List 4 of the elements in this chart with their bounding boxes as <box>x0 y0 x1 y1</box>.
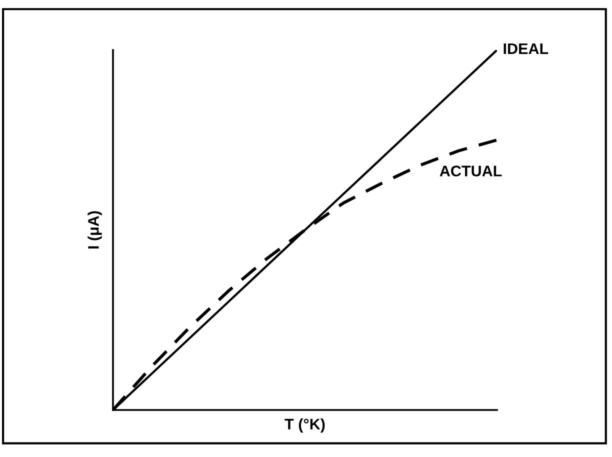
series-label: ACTUAL <box>440 166 502 176</box>
x-axis-title: T (°K) <box>284 418 325 433</box>
y-axis-title: I (μA) <box>88 211 102 248</box>
series-label: IDEAL <box>504 43 548 54</box>
